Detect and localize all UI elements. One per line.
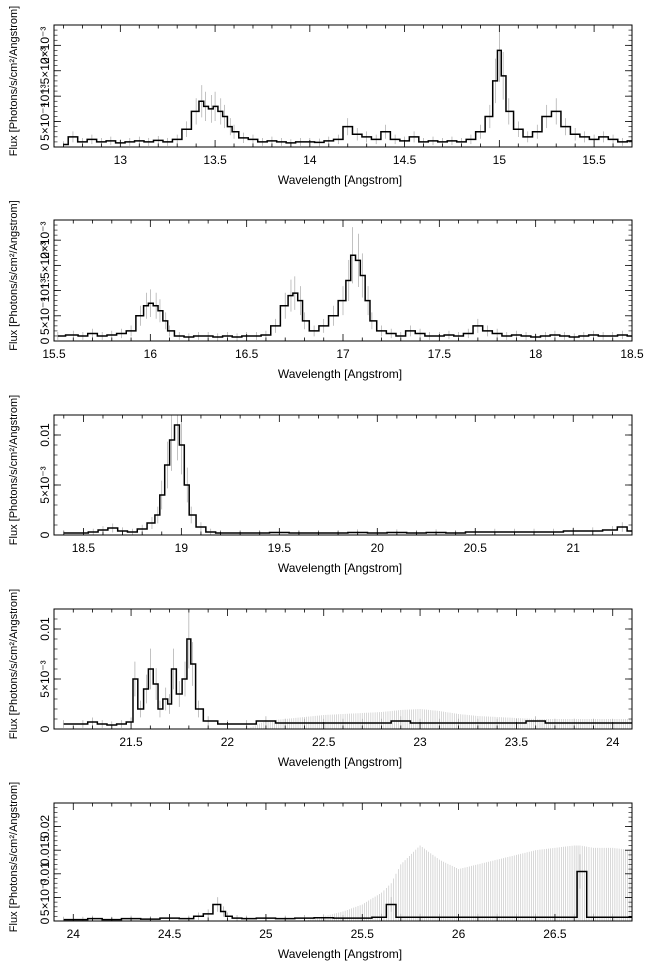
x-tick-label: 15.5 bbox=[582, 153, 606, 167]
x-tick-label: 22.5 bbox=[312, 735, 336, 749]
x-axis-label: Wavelength [Angstrom] bbox=[278, 173, 402, 187]
x-tick-label: 16 bbox=[144, 347, 158, 361]
data-error-whiskers bbox=[63, 854, 633, 921]
x-tick-label: 16.5 bbox=[235, 347, 259, 361]
y-tick-label: 0 bbox=[38, 917, 52, 924]
x-tick-label: 17.5 bbox=[428, 347, 452, 361]
data-series bbox=[63, 49, 632, 146]
plot-frame bbox=[53, 414, 633, 536]
y-tick-label: 5×10⁻⁴ bbox=[38, 297, 52, 336]
y-tick-label: 5×10⁻³ bbox=[38, 660, 52, 697]
x-axis-label: Wavelength [Angstrom] bbox=[278, 367, 402, 381]
y-axis-label: Flux [Photons/s/cm²/Angstrom] bbox=[8, 589, 20, 739]
chart-panel-1: 13 13.5 14 14.5 15 15.5 Wavelength [Angstrom] 0… bbox=[8, 6, 633, 187]
x-axis: 24 24.5 25 25.5 26 26.5 Wavelength [Angstrom] bbox=[53, 803, 633, 961]
x-tick-label: 19.5 bbox=[268, 541, 292, 555]
x-tick-label: 19 bbox=[175, 541, 189, 555]
x-tick-label: 15.5 bbox=[42, 347, 66, 361]
data-series bbox=[57, 254, 632, 338]
y-tick-label: 2×10⁻³ bbox=[38, 27, 52, 64]
y-tick-label: 0 bbox=[38, 337, 52, 344]
y-axis: 0 5×10⁻³ 0.01 Flux [Photons/s/cm²/Angstrom] bbox=[8, 589, 632, 739]
x-tick-label: 20.5 bbox=[464, 541, 488, 555]
x-tick-label: 18.5 bbox=[72, 541, 96, 555]
y-axis: 0 5×10⁻³ 0.01 Flux [Photons/s/cm²/Angstrom] bbox=[8, 395, 632, 545]
x-tick-label: 18 bbox=[529, 347, 543, 361]
y-tick-label: 5×10⁻³ bbox=[38, 879, 52, 916]
x-tick-label: 24 bbox=[67, 927, 81, 941]
x-tick-label: 14.5 bbox=[393, 153, 417, 167]
error-band bbox=[306, 845, 631, 921]
y-axis: 0 5×10⁻⁴10⁻³1.5×10⁻³2×10⁻³ Flux [Photons/s… bbox=[8, 6, 632, 156]
x-tick-label: 15 bbox=[493, 153, 507, 167]
x-tick-label: 24.5 bbox=[158, 927, 182, 941]
x-tick-label: 17 bbox=[336, 347, 350, 361]
chart-panel-5: 24 24.5 25 25.5 26 26.5 Wavelength [Angstrom] 0… bbox=[8, 782, 633, 961]
x-tick-label: 23.5 bbox=[505, 735, 529, 749]
x-tick-label: 26 bbox=[452, 927, 466, 941]
chart-panel-3: 18.5 19 19.5 20 20.5 21 Wavelength [Angstrom] 0… bbox=[8, 395, 633, 575]
x-axis: 21.5 22 22.5 23 23.5 24 Wavelength [Angstrom] bbox=[53, 609, 633, 769]
x-tick-label: 25 bbox=[259, 927, 273, 941]
y-tick-label: 0.01 bbox=[38, 862, 52, 886]
y-tick-label: 5×10⁻³ bbox=[38, 466, 52, 503]
x-tick-label: 22 bbox=[221, 735, 235, 749]
y-tick-label: 10⁻³ bbox=[38, 84, 52, 108]
y-tick-label: 0.02 bbox=[38, 815, 52, 839]
x-tick-label: 21 bbox=[567, 541, 581, 555]
data-error-whiskers bbox=[63, 25, 633, 147]
data-error-whiskers bbox=[63, 415, 633, 535]
x-tick-label: 23 bbox=[413, 735, 427, 749]
chart-panel-4: 21.5 22 22.5 23 23.5 24 Wavelength [Angstrom] 0… bbox=[8, 589, 633, 769]
chart-panel-2: 15.5 16 16.5 17 17.5 18 18.5 Wavelength [Angstr… bbox=[8, 200, 644, 381]
x-axis-label: Wavelength [Angstrom] bbox=[278, 755, 402, 769]
x-tick-label: 14 bbox=[303, 153, 317, 167]
x-axis: 15.5 16 16.5 17 17.5 18 18.5 Wavelength [Angstr… bbox=[42, 220, 644, 381]
x-axis: 13 13.5 14 14.5 15 15.5 Wavelength [Angstrom] bbox=[63, 25, 633, 187]
y-tick-label: 5×10⁻⁴ bbox=[38, 102, 52, 141]
x-tick-label: 13.5 bbox=[203, 153, 227, 167]
y-axis: 05×10⁻⁴10⁻³1.5×10⁻³2×10⁻³ Flux [Photons/s… bbox=[8, 200, 632, 351]
y-tick-label: 2×10⁻³ bbox=[38, 221, 52, 258]
x-axis-label: Wavelength [Angstrom] bbox=[278, 947, 402, 961]
y-tick-label: 0 bbox=[38, 725, 52, 732]
y-axis-label: Flux [Photons/s/cm²/Angstrom] bbox=[8, 6, 20, 156]
y-tick-label: 1.5×10⁻³ bbox=[38, 242, 52, 289]
x-tick-label: 13 bbox=[114, 153, 128, 167]
y-tick-label: 0 bbox=[38, 143, 52, 150]
x-tick-label: 20 bbox=[371, 541, 385, 555]
x-tick-label: 26.5 bbox=[543, 927, 567, 941]
y-tick-label: 0.015 bbox=[38, 835, 52, 865]
x-axis: 18.5 19 19.5 20 20.5 21 Wavelength [Angstrom] bbox=[63, 415, 633, 575]
x-tick-label: 21.5 bbox=[119, 735, 143, 749]
y-axis-label: Flux [Photons/s/cm²/Angstrom] bbox=[8, 395, 20, 545]
x-tick-label: 25.5 bbox=[351, 927, 375, 941]
x-axis-label: Wavelength [Angstrom] bbox=[278, 561, 402, 575]
data-series bbox=[63, 424, 632, 534]
y-tick-label: 1.5×10⁻³ bbox=[38, 47, 52, 94]
data-error-whiskers bbox=[57, 227, 633, 341]
y-tick-label: 0.01 bbox=[38, 617, 52, 641]
y-tick-label: 0 bbox=[38, 531, 52, 538]
y-tick-label: 0.01 bbox=[38, 423, 52, 447]
x-tick-label: 18.5 bbox=[620, 347, 644, 361]
y-axis-label: Flux [Photons/s/cm²/Angstrom] bbox=[8, 782, 20, 932]
x-tick-label: 24 bbox=[606, 735, 620, 749]
data-series bbox=[63, 870, 632, 921]
plot-frame bbox=[53, 802, 633, 922]
y-tick-label: 10⁻³ bbox=[38, 279, 52, 303]
data-series bbox=[63, 638, 632, 726]
y-axis-label: Flux [Photons/s/cm²/Angstrom] bbox=[8, 200, 20, 350]
